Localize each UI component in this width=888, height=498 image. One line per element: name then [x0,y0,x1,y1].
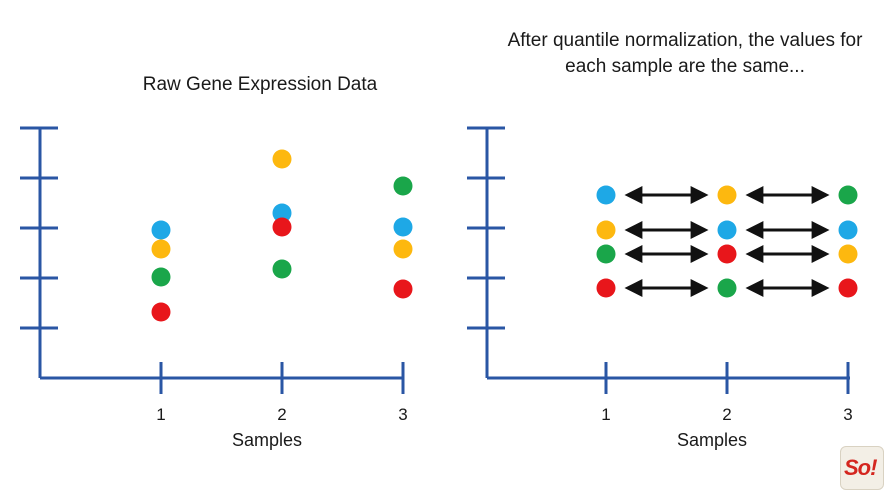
data-point-blue [596,185,616,205]
data-point-orange [717,185,737,205]
data-point-red [393,279,413,299]
data-point-blue [272,203,292,223]
x-tick-label: 1 [601,405,610,424]
data-point-green [596,244,616,264]
data-point-green [838,185,858,205]
data-point-red [596,278,616,298]
x-tick-label: 3 [398,405,407,424]
logo-text: So! [844,455,877,480]
data-point-blue [151,220,171,240]
left-x-axis-label: Samples [231,430,303,450]
data-point-green [393,176,413,196]
x-tick-label: 3 [843,405,852,424]
data-point-blue [717,220,737,240]
right-chart: 1 2 3 [467,126,858,424]
right-x-axis-label: Samples [676,430,748,450]
data-point-blue [838,220,858,240]
data-point-red [838,278,858,298]
data-point-green [272,259,292,279]
x-tick-label: 1 [156,405,165,424]
channel-logo: So! [840,446,884,490]
data-point-red [272,217,292,237]
left-chart: 1 2 3 [20,126,413,424]
data-point-orange [596,220,616,240]
data-point-green [151,267,171,287]
data-point-blue [393,217,413,237]
data-point-orange [151,239,171,259]
data-point-red [151,302,171,322]
left-chart-title: Raw Gene Expression Data [142,74,378,95]
data-point-orange [838,244,858,264]
x-tick-label: 2 [722,405,731,424]
data-point-orange [393,239,413,259]
data-point-green [717,278,737,298]
data-point-red [717,244,737,264]
data-point-orange [272,149,292,169]
right-chart-title: After quantile normalization, the values… [507,30,863,77]
x-tick-label: 2 [277,405,286,424]
